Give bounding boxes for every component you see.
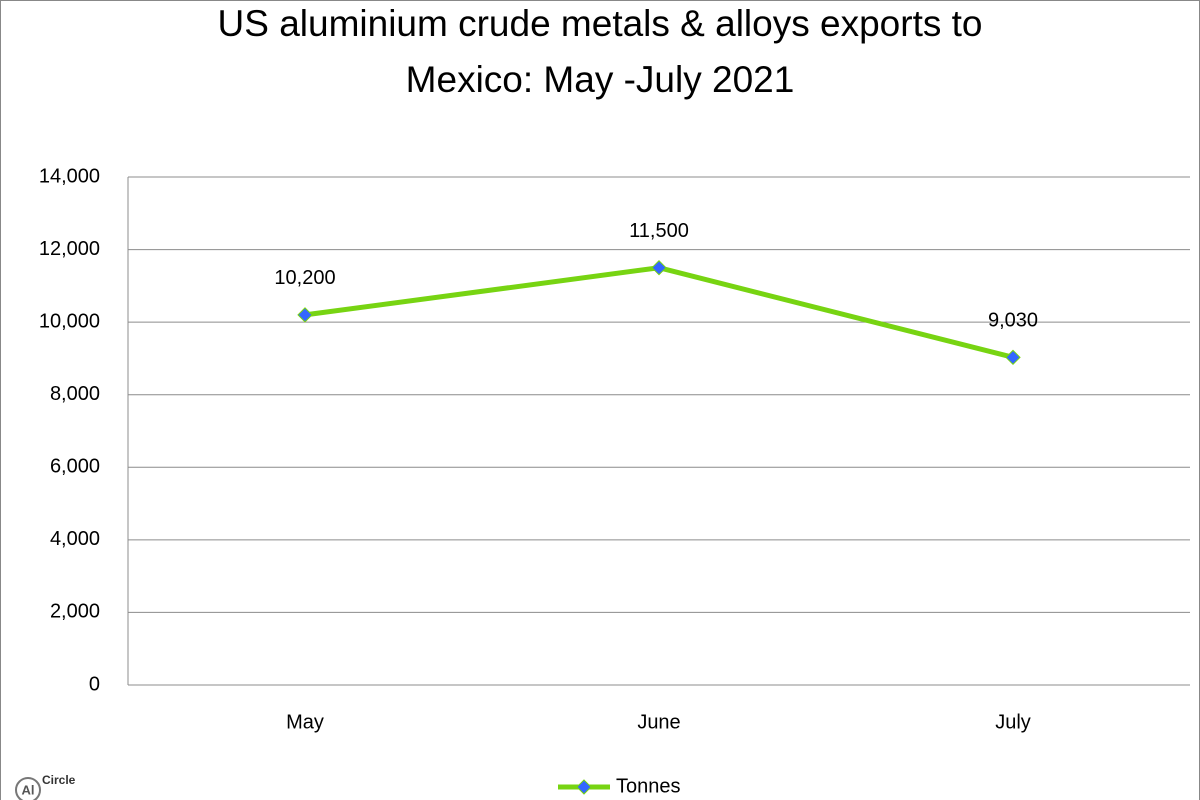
y-tick-label: 0 [89,673,100,695]
data-label: 11,500 [629,220,689,242]
y-tick-label: 14,000 [39,165,100,187]
data-marker [297,307,313,323]
logo-mark: Al [22,782,35,797]
x-tick-label: July [995,711,1031,733]
legend-label: Tonnes [616,775,681,797]
y-tick-label: 4,000 [50,528,100,550]
chart-title: US aluminium crude metals & alloys expor… [218,3,983,44]
data-label: 10,200 [274,267,335,289]
y-tick-label: 12,000 [39,238,100,260]
y-tick-label: 2,000 [50,601,100,623]
chart-title: Mexico: May -July 2021 [406,59,795,100]
logo-circle [15,777,41,800]
data-label: 9,030 [988,310,1038,332]
data-marker [651,260,667,276]
logo-text: Circle [42,773,76,787]
data-marker [1005,349,1021,366]
x-tick-label: June [637,711,680,733]
legend-marker [576,779,592,795]
y-tick-label: 6,000 [50,456,100,478]
x-tick-label: May [286,711,324,733]
y-tick-label: 10,000 [39,310,100,332]
y-tick-label: 8,000 [50,383,100,405]
